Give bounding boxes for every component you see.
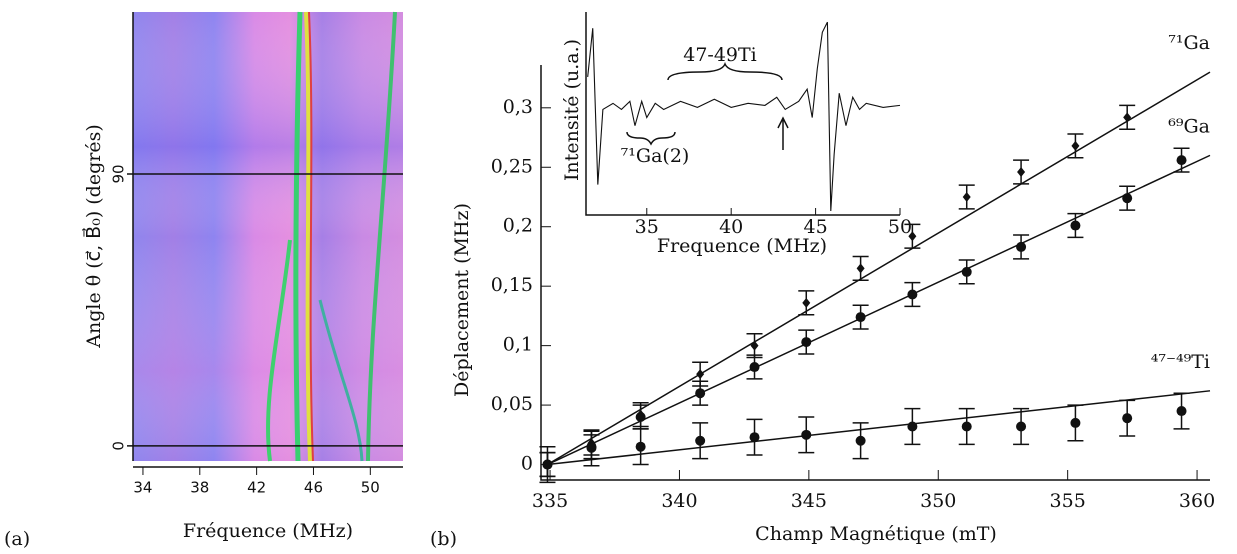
x-tick-label: 46 [304,479,323,497]
x-axis-label: Fréquence (MHz) [183,520,353,542]
point [802,297,811,308]
point [1016,421,1027,432]
point [695,388,706,399]
fit-line [547,71,1211,466]
point [1122,193,1133,204]
point [695,435,706,446]
x-tick-label: 38 [190,479,209,497]
y-tick-label: 0,1 [503,334,533,356]
bracket [667,61,783,81]
y-tick-label: 0,25 [491,155,533,177]
annotation: ⁷¹Ga(2) [621,145,690,167]
fit-line [547,390,1211,466]
series-label: ⁷¹Ga [1168,32,1210,54]
fit-line [547,154,1211,466]
point [635,441,646,452]
point [696,369,705,380]
x-tick-label: 42 [247,479,266,497]
y-axis-label: Déplacement (MHz) [451,203,473,397]
point [750,340,759,351]
point [961,421,972,432]
series-label: ⁶⁹Ga [1168,115,1210,137]
point [907,421,918,432]
axes [585,12,900,216]
point [749,432,760,443]
y-tick-label: 90 [110,164,128,183]
series-label: ⁴⁷⁻⁴⁹Ti [1151,351,1210,373]
point [586,442,597,453]
x-tick-label: 360 [1179,490,1215,512]
x-tick-label: 355 [1050,490,1086,512]
x-tick-label: 345 [791,490,827,512]
point [801,429,812,440]
y-tick-label: 0,05 [491,393,533,415]
point [1070,220,1081,231]
spectrum [587,21,901,211]
x-tick-label: 50 [361,479,380,497]
point [1017,167,1026,178]
inset-background [555,8,903,218]
point [1016,241,1027,252]
x-tick-label: 45 [803,216,827,238]
point [1070,417,1081,428]
y-tick-label: 0 [110,441,128,451]
point [1122,413,1133,424]
y-tick-label: 0,3 [503,96,533,118]
y-tick-label: 0 [521,453,533,475]
y-axis-label: Angle θ (c⃗, B⃗₀) (degrés) [82,124,105,348]
x-tick-label: 350 [920,490,956,512]
x-tick-label: 340 [661,490,697,512]
point [907,289,918,300]
point [962,191,971,202]
inset-x-label: Frequence (MHz) [657,235,827,257]
point [1123,112,1132,123]
annotation: 47-49Ti [683,44,757,66]
point [749,362,760,373]
point [635,411,646,422]
bracket [626,131,676,146]
inset-y-label: Intensité (u.a.) [561,39,583,181]
x-tick-label: 50 [888,216,912,238]
arrow [777,116,789,150]
point [542,459,553,470]
point [1176,406,1187,417]
point [1071,140,1080,151]
point [1176,155,1187,166]
point [855,435,866,446]
point [856,263,865,274]
point [961,266,972,277]
x-axis-label: Champ Magnétique (mT) [755,523,997,545]
heatmap-image [133,11,403,462]
point [801,337,812,348]
point [855,312,866,323]
x-tick-label: 34 [133,479,152,497]
panel-label: (a) [4,528,30,550]
x-tick-label: 335 [532,490,568,512]
point [908,231,917,242]
panel-label: (b) [430,528,457,550]
axes [540,65,1210,481]
y-tick-label: 0,15 [491,274,533,296]
x-tick-label: 35 [635,216,659,238]
x-tick-label: 40 [719,216,743,238]
y-tick-label: 0,2 [503,215,533,237]
